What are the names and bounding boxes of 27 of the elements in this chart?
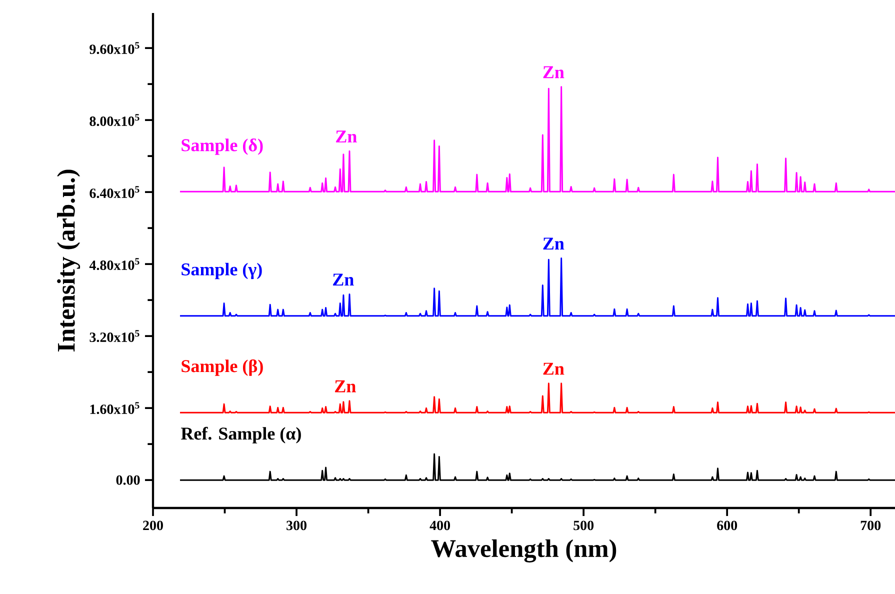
annotation: Zn (543, 238, 564, 250)
y-axis-title: Intensity (arb.u.) (57, 170, 80, 352)
annotation: Zn (543, 66, 564, 78)
x-tick-label: 600 (717, 520, 738, 530)
y-tick-label: 1.60x10$^{5}$ (90, 402, 140, 414)
y-tick-label: 3.20x10$^{5}$ (90, 330, 140, 342)
series-label: Sample (γ) (182, 262, 262, 280)
y-tick-label: 4.80x10$^{5}$ (89, 258, 140, 270)
y-tick-label: 9.60x10$^{5}$ (90, 42, 140, 54)
x-tick-label: 300 (286, 520, 306, 530)
x-axis-title: Wavelength (nm) (431, 539, 616, 562)
line-series (179, 258, 895, 317)
series-label: Ref. Sample (α) (181, 426, 301, 444)
line-series (179, 86, 895, 192)
x-tick-label: 400 (430, 520, 450, 530)
annotation: Zn (335, 380, 356, 392)
x-tick-label: 700 (860, 520, 881, 530)
x-tick-label: 200 (143, 520, 163, 530)
x-tick-label: 500 (574, 520, 594, 530)
annotation: Zn (543, 362, 564, 375)
annotation: Zn (336, 130, 357, 142)
y-tick-label: 0.00 (116, 475, 140, 485)
y-tick-label: 6.40x10$^{5}$ (90, 186, 140, 198)
series-label: Sample (β) (182, 359, 263, 376)
series-label: Sample (δ) (182, 138, 263, 155)
annotation: Zn (333, 274, 354, 286)
y-tick-label: 8.00x10$^{5}$ (90, 114, 140, 126)
